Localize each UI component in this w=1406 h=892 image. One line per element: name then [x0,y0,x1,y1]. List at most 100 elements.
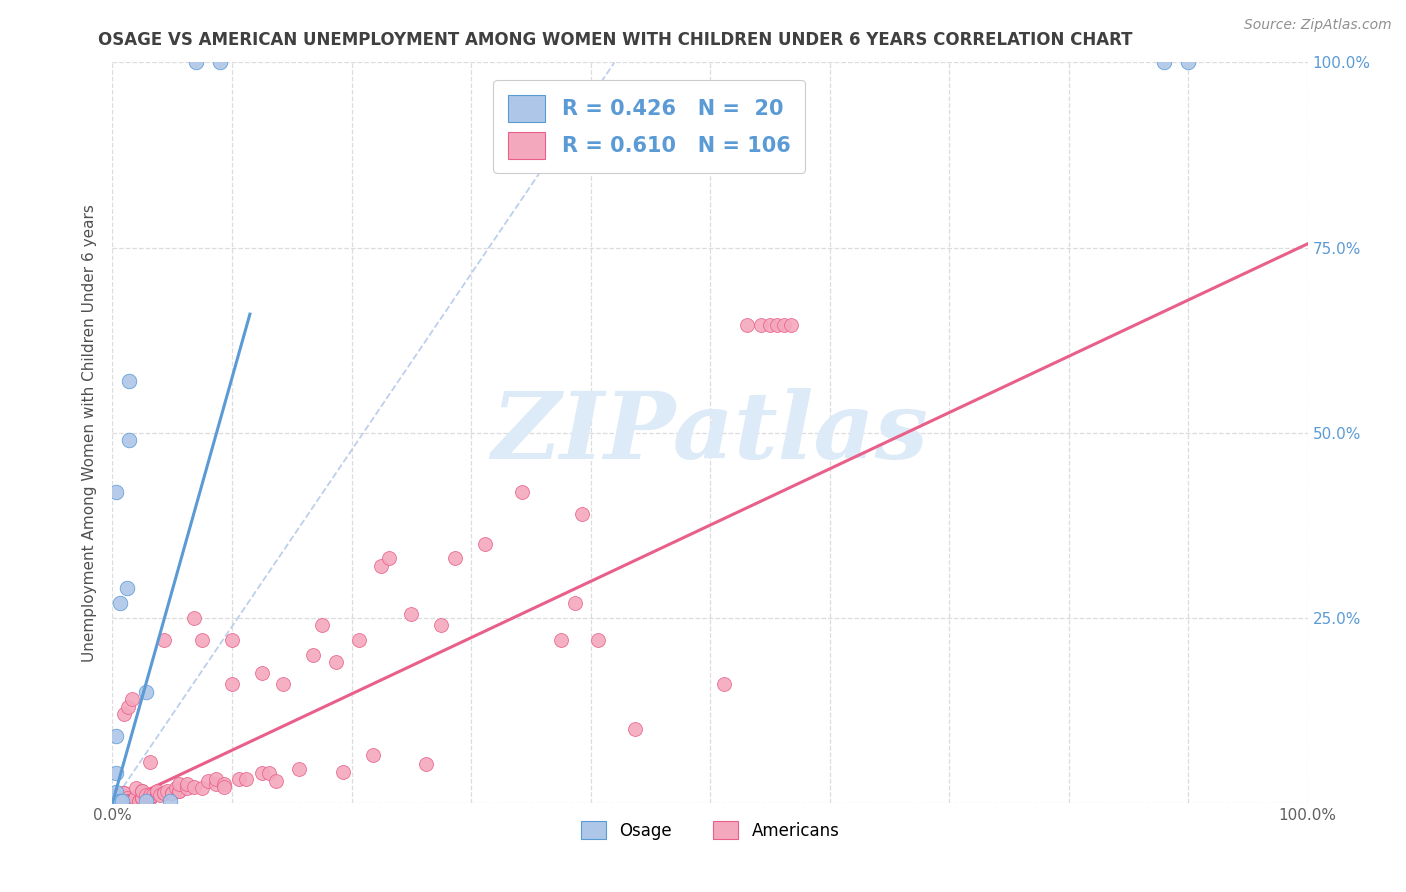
Point [169,784,191,798]
Point [135,789,157,803]
Point [124,794,146,808]
Point [138,755,160,769]
Point [571,507,593,521]
Point [370,558,392,573]
Point [121,794,143,808]
Point [108,794,131,808]
Point [105,794,128,808]
Point [311,618,333,632]
Point [401,607,423,621]
Point [107,789,129,803]
Point [550,632,572,647]
Point [110,794,132,808]
Point [250,666,273,681]
Point [191,780,214,795]
Point [302,648,325,662]
Point [766,318,789,333]
Point [105,790,128,805]
Point [186,55,208,70]
Point [135,685,157,699]
Point [111,794,134,808]
Point [713,677,735,691]
Point [114,706,135,721]
Point [235,772,257,786]
Y-axis label: Unemployment Among Women with Children Under 6 years: Unemployment Among Women with Children U… [82,203,97,662]
Point [773,318,796,333]
Legend: Osage, Americans: Osage, Americans [574,814,846,847]
Point [325,655,347,669]
Point [117,699,139,714]
Text: OSAGE VS AMERICAN UNEMPLOYMENT AMONG WOMEN WITH CHILDREN UNDER 6 YEARS CORRELATI: OSAGE VS AMERICAN UNEMPLOYMENT AMONG WOM… [98,31,1133,49]
Point [221,677,243,691]
Point [121,794,143,808]
Point [512,484,534,499]
Point [105,766,128,780]
Point [124,790,146,805]
Point [415,757,437,772]
Point [131,784,153,798]
Point [264,774,287,789]
Point [124,790,146,805]
Point [257,766,280,780]
Point [142,789,165,803]
Point [114,786,135,800]
Point [1177,55,1199,70]
Point [124,794,146,808]
Point [131,790,153,805]
Point [108,794,131,808]
Point [105,790,128,805]
Point [114,786,135,800]
Point [212,776,235,790]
Point [153,786,176,800]
Point [115,581,138,595]
Point [228,772,250,786]
Point [108,794,131,808]
Point [145,786,167,800]
Point [117,794,139,808]
Point [159,794,181,808]
Point [128,794,150,808]
Point [1153,55,1175,70]
Point [165,780,187,795]
Point [125,780,148,795]
Point [197,774,219,789]
Point [105,794,128,808]
Point [145,784,167,798]
Point [169,776,191,790]
Point [361,747,384,762]
Point [145,786,167,800]
Point [162,786,183,800]
Point [183,610,205,624]
Point [108,596,131,610]
Point [347,632,370,647]
Point [564,596,586,610]
Point [780,318,803,333]
Point [131,790,153,805]
Point [273,677,295,691]
Point [138,790,160,805]
Point [110,790,132,805]
Point [105,794,128,808]
Point [288,763,311,777]
Point [105,789,128,804]
Text: ZIPatlas: ZIPatlas [492,388,928,477]
Point [176,776,198,790]
Point [105,794,128,808]
Point [205,776,228,790]
Point [332,764,354,779]
Point [209,55,232,70]
Point [205,772,228,786]
Point [114,794,135,808]
Point [250,766,273,780]
Point [131,790,153,805]
Point [183,780,205,794]
Point [138,789,160,803]
Point [105,484,128,499]
Point [105,785,128,799]
Point [112,786,135,800]
Point [121,692,143,706]
Point [128,794,150,808]
Point [117,794,139,808]
Point [105,794,128,808]
Point [169,784,191,798]
